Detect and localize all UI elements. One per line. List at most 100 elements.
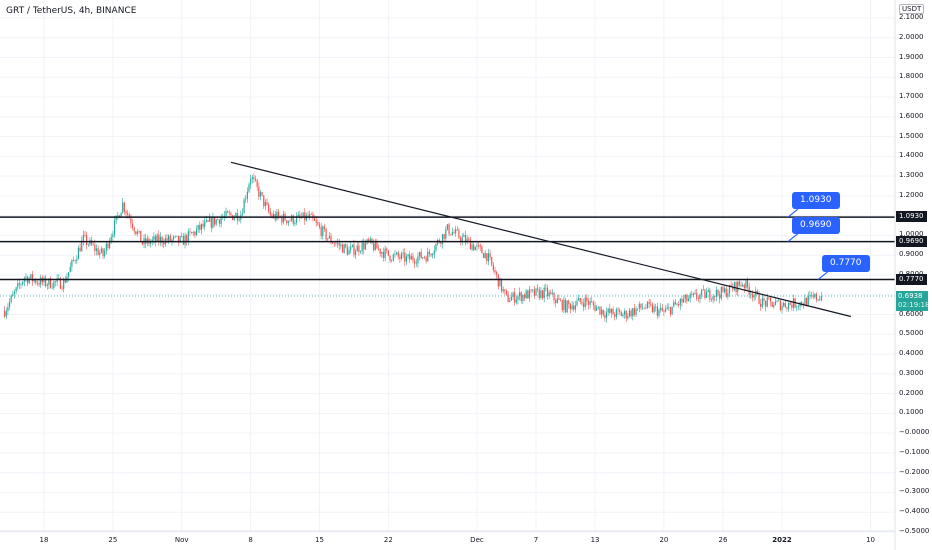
- candle-body: [10, 295, 12, 302]
- candle-body: [604, 315, 606, 318]
- candle-body: [523, 294, 526, 299]
- candle-body: [504, 289, 506, 291]
- time-tick-label: Dec: [470, 536, 484, 544]
- candle-body: [787, 302, 790, 309]
- candle-body: [384, 248, 386, 258]
- candle-body: [172, 236, 175, 240]
- price-tick-label: 2.1000: [899, 13, 924, 21]
- candle-body: [655, 306, 657, 308]
- candle-body: [760, 303, 762, 307]
- candle-body: [163, 242, 165, 245]
- candle-body: [620, 312, 622, 317]
- candle-body: [466, 238, 468, 243]
- candle-body: [328, 236, 330, 239]
- candle-body: [566, 300, 568, 313]
- candle-body: [710, 299, 713, 301]
- candle-body: [582, 303, 585, 307]
- candle-body: [769, 297, 772, 302]
- candle-body: [174, 236, 176, 237]
- candle-body: [233, 216, 235, 220]
- candle-body: [35, 279, 37, 284]
- candle-body: [187, 231, 189, 243]
- candle-body: [63, 280, 65, 289]
- callout-pointer: [787, 233, 799, 243]
- candle-body: [238, 219, 240, 221]
- candle-body: [256, 180, 258, 187]
- candle-body: [168, 235, 170, 241]
- candle-body: [651, 304, 654, 313]
- candle-body: [230, 213, 232, 216]
- candle-body: [336, 242, 339, 244]
- candle-body: [377, 248, 380, 250]
- candle-body: [765, 301, 767, 307]
- candle-body: [359, 251, 362, 253]
- candle-body: [479, 245, 481, 247]
- candle-body: [218, 219, 221, 224]
- candle-body: [668, 307, 670, 308]
- candle-body: [458, 230, 460, 238]
- candle-body: [292, 215, 294, 224]
- level-callout[interactable]: 0.7770: [822, 254, 870, 272]
- candle-body: [363, 242, 365, 250]
- candle-body: [451, 232, 453, 236]
- candle-body: [614, 314, 616, 317]
- candle-body: [254, 178, 257, 181]
- candle-body: [333, 243, 335, 245]
- candle-body: [348, 249, 350, 255]
- candle-body: [410, 256, 412, 260]
- candle-body: [499, 278, 501, 287]
- candle-body: [76, 259, 78, 261]
- candle-body: [330, 236, 332, 243]
- candle-body: [8, 301, 11, 308]
- candle-body: [560, 299, 562, 301]
- candle-body: [7, 307, 9, 312]
- candle-body: [599, 306, 601, 315]
- candle-body: [568, 300, 570, 304]
- candle-body: [694, 293, 696, 294]
- candle-body: [756, 290, 758, 294]
- level-callout[interactable]: 0.9690: [792, 216, 840, 234]
- candle-body: [792, 298, 795, 308]
- candle-body: [82, 234, 84, 241]
- candle-body: [671, 306, 673, 315]
- candle-body: [74, 260, 76, 261]
- candle-body: [486, 253, 488, 262]
- candle-body: [601, 309, 603, 315]
- candle-body: [717, 289, 719, 295]
- candle-body: [161, 236, 163, 243]
- candle-body: [496, 272, 498, 275]
- candle-body: [684, 294, 686, 300]
- candle-body: [92, 244, 94, 246]
- candle-body: [81, 240, 83, 252]
- candle-body: [738, 281, 740, 286]
- candle-body: [210, 218, 212, 228]
- candle-body: [427, 251, 429, 262]
- candle-body: [771, 301, 773, 307]
- candle-body: [141, 242, 143, 245]
- candle-body: [683, 299, 685, 303]
- candle-body: [150, 241, 152, 244]
- candle-body: [392, 254, 394, 261]
- candle-body: [515, 299, 517, 303]
- candle-body: [797, 306, 799, 308]
- candle-body: [356, 245, 358, 252]
- level-callout[interactable]: 1.0930: [792, 192, 840, 210]
- candle-body: [586, 297, 588, 302]
- candle-body: [250, 179, 252, 185]
- candle-body: [273, 213, 275, 218]
- candle-body: [271, 215, 273, 218]
- candle-body: [643, 307, 645, 309]
- candle-body: [538, 289, 540, 299]
- candle-body: [597, 306, 599, 308]
- candle-body: [87, 244, 89, 246]
- currency-unit-label[interactable]: USDT: [899, 4, 925, 14]
- candle-body: [615, 309, 617, 317]
- candle-body: [735, 282, 737, 292]
- candle-body: [235, 213, 237, 217]
- candle-body: [299, 214, 301, 218]
- candle-body: [522, 294, 524, 302]
- time-tick-label: Nov: [174, 536, 189, 544]
- candle-body: [61, 288, 63, 290]
- candle-body: [697, 298, 699, 300]
